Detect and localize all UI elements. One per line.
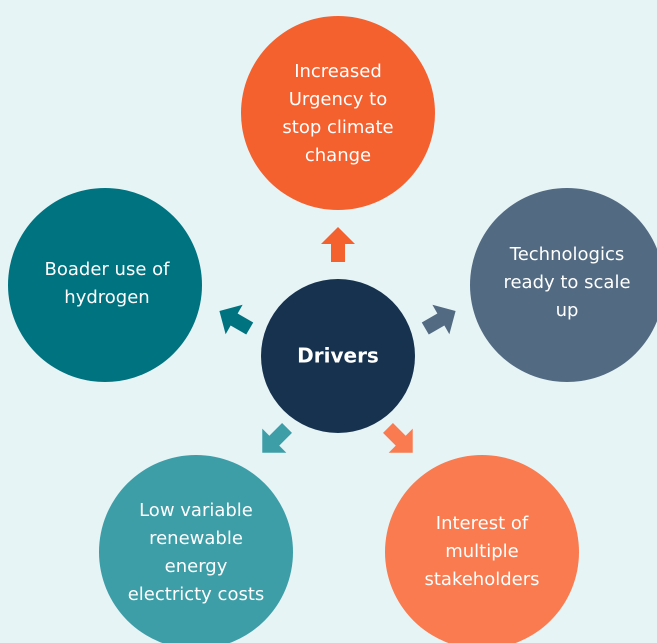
driver-label: electricty costs xyxy=(128,584,265,605)
driver-label: Low variable xyxy=(139,500,253,521)
arrow xyxy=(383,423,413,453)
driver-label: stop climate xyxy=(282,117,393,138)
driver-label: change xyxy=(305,145,371,166)
driver-label: ready to scale xyxy=(503,272,630,293)
center-label: Drivers xyxy=(297,344,379,368)
driver-label: Boader use of xyxy=(45,259,171,280)
driver-circle xyxy=(470,188,657,382)
arrow xyxy=(262,423,292,453)
driver-label: hydrogen xyxy=(64,287,149,308)
driver-label: energy xyxy=(165,556,228,577)
driver-label: Increased xyxy=(294,61,382,82)
driver-label: up xyxy=(556,300,579,321)
driver-circle xyxy=(8,188,202,382)
driver-label: Urgency to xyxy=(289,89,388,110)
arrow xyxy=(219,304,254,335)
driver-circle xyxy=(241,16,435,210)
center-circle xyxy=(261,279,415,433)
driver-circle xyxy=(99,455,293,643)
arrow xyxy=(321,227,355,262)
driver-circle xyxy=(385,455,579,643)
driver-label: Interest of xyxy=(436,513,529,534)
arrow xyxy=(421,304,456,335)
driver-label: renewable xyxy=(149,528,243,549)
driver-label: multiple xyxy=(445,541,519,562)
driver-label: stakeholders xyxy=(424,569,539,590)
driver-label: Technologics xyxy=(509,244,624,265)
